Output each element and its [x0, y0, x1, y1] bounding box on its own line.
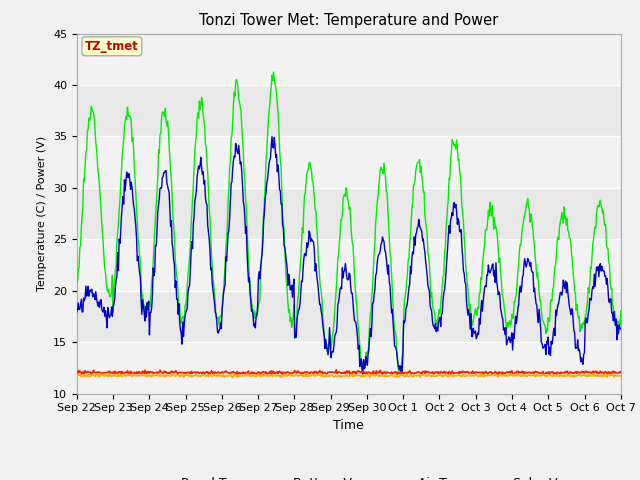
Solar V: [229, 374, 237, 380]
Panel T: [269, 69, 277, 75]
Air T: [139, 297, 147, 302]
Panel T: [139, 292, 147, 298]
Solar V: [417, 374, 424, 380]
Battery V: [279, 372, 287, 378]
Panel T: [417, 169, 424, 175]
Air T: [617, 326, 625, 332]
Legend: Panel T, Battery V, Air T, Solar V: Panel T, Battery V, Air T, Solar V: [135, 472, 563, 480]
Panel T: [73, 280, 81, 286]
Title: Tonzi Tower Met: Temperature and Power: Tonzi Tower Met: Temperature and Power: [199, 13, 499, 28]
Air T: [194, 168, 202, 174]
Line: Air T: Air T: [77, 137, 621, 375]
Panel T: [83, 148, 90, 154]
Solar V: [73, 373, 81, 379]
Solar V: [83, 372, 90, 378]
Battery V: [433, 370, 440, 375]
Solar V: [433, 373, 440, 379]
Line: Battery V: Battery V: [77, 370, 621, 375]
Battery V: [139, 368, 147, 374]
Line: Solar V: Solar V: [77, 374, 621, 377]
Panel T: [194, 110, 202, 116]
Battery V: [194, 369, 202, 375]
Air T: [223, 258, 230, 264]
Battery V: [332, 367, 340, 372]
Panel T: [617, 308, 625, 314]
Air T: [398, 372, 406, 378]
Solar V: [223, 373, 230, 379]
Line: Panel T: Panel T: [77, 72, 621, 371]
Bar: [77, 342, 621, 394]
Air T: [83, 293, 90, 299]
Panel T: [396, 368, 403, 373]
Solar V: [617, 373, 625, 379]
Bar: [77, 240, 621, 291]
Battery V: [223, 369, 230, 375]
Air T: [73, 309, 81, 315]
Battery V: [417, 370, 424, 376]
Bar: [77, 34, 621, 85]
Solar V: [194, 372, 202, 378]
Solar V: [139, 373, 147, 379]
Y-axis label: Temperature (C) / Power (V): Temperature (C) / Power (V): [37, 136, 47, 291]
Battery V: [73, 370, 81, 375]
Battery V: [83, 370, 90, 375]
Air T: [417, 225, 424, 230]
Panel T: [433, 318, 440, 324]
Battery V: [617, 369, 625, 374]
Solar V: [243, 371, 250, 377]
Bar: [77, 136, 621, 188]
Text: TZ_tmet: TZ_tmet: [85, 40, 139, 53]
X-axis label: Time: Time: [333, 419, 364, 432]
Air T: [433, 329, 440, 335]
Panel T: [223, 236, 230, 241]
Air T: [268, 134, 276, 140]
